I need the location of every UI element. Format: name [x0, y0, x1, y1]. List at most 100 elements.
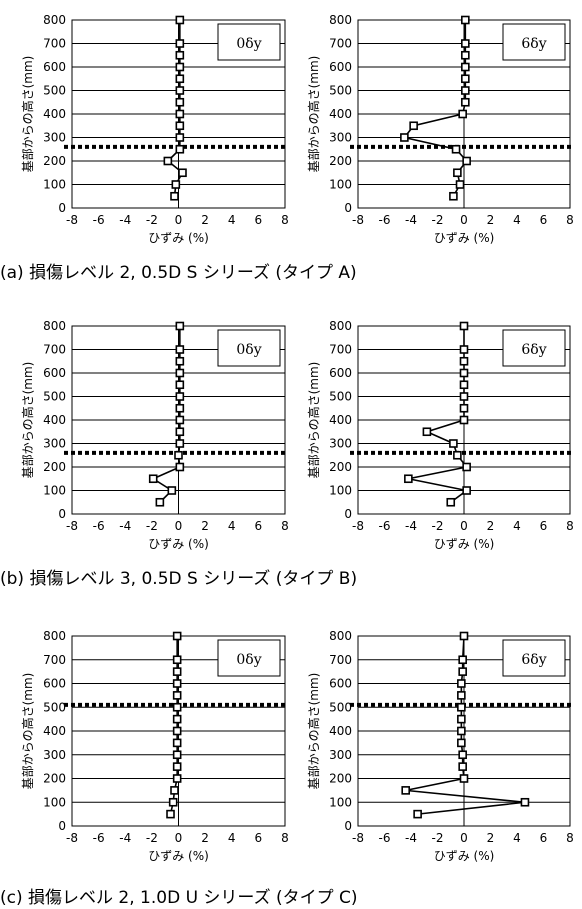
y-tick-label: 600 [43, 60, 66, 74]
x-tick-label: 0 [175, 519, 183, 533]
data-point [462, 462, 471, 472]
y-tick-label: 500 [329, 700, 352, 714]
y-axis-label: 基部からの高さ(mm) [20, 362, 35, 479]
data-point [457, 679, 466, 688]
data-point [163, 156, 173, 166]
x-tick-label: 8 [281, 831, 289, 845]
y-axis-label: 基部からの高さ(mm) [306, 673, 321, 790]
y-tick-label: 400 [329, 107, 352, 121]
y-tick-label: 300 [43, 748, 66, 762]
x-tick-label: 0 [460, 519, 468, 533]
chart-panel-c-right: 0 100 200 300 400 500 600 700 800 -8 -6 -4 -2 0 2 4 6 8 ひず… [306, 629, 574, 863]
y-tick-label: 0 [58, 819, 66, 833]
y-tick-label: 600 [43, 677, 66, 691]
x-axis-label: ひずみ (%) [148, 231, 209, 245]
data-point [461, 97, 470, 107]
legend-label: 0δy [236, 342, 261, 358]
y-tick-label: 600 [329, 366, 352, 380]
x-tick-label: -2 [432, 519, 444, 533]
data-point [175, 368, 185, 378]
y-tick-label: 200 [329, 154, 352, 168]
x-tick-label: -4 [405, 831, 417, 845]
x-tick-label: -2 [146, 213, 158, 227]
chart-panel-a-left: 0 100 200 300 400 500 600 700 800 -8 -6 -4 -2 0 2 4 6 8 ひず… [20, 13, 289, 245]
chart-panel-b-right: 0 100 200 300 400 500 600 700 800 -8 -6 -4 -2 0 2 4 6 8 ひず… [306, 319, 574, 551]
x-tick-label: -6 [93, 831, 105, 845]
x-tick-label: -8 [66, 831, 78, 845]
y-tick-label: 0 [344, 819, 352, 833]
data-point [172, 762, 182, 771]
y-tick-label: 800 [329, 629, 352, 643]
x-tick-label: 6 [540, 519, 548, 533]
data-point [459, 345, 469, 354]
x-axis-label: ひずみ (%) [434, 537, 495, 551]
y-tick-label: 800 [329, 319, 352, 333]
data-point [404, 474, 413, 484]
data-point [175, 15, 185, 25]
y-tick-label: 700 [43, 653, 66, 667]
y-tick-label: 100 [43, 178, 66, 192]
x-tick-label: 8 [566, 519, 574, 533]
x-tick-label: -8 [352, 831, 364, 845]
data-point [446, 497, 456, 507]
y-tick-label: 400 [329, 724, 352, 738]
data-point [172, 691, 182, 700]
data-point [175, 133, 185, 142]
data-point [453, 168, 462, 178]
x-tick-label: -4 [119, 831, 131, 845]
x-tick-label: 8 [566, 831, 574, 845]
y-tick-label: 400 [43, 413, 66, 427]
data-point [459, 368, 469, 378]
y-tick-label: 100 [329, 484, 352, 498]
x-tick-label: -2 [146, 519, 158, 533]
data-point [449, 439, 458, 448]
chart-panel-c-left: 0 100 200 300 400 500 600 700 800 -8 -6 -4 -2 0 2 4 6 8 ひず… [20, 629, 289, 863]
y-tick-label: 100 [43, 484, 66, 498]
data-point [422, 427, 432, 437]
x-tick-label: 8 [566, 213, 574, 227]
data-point [459, 403, 469, 413]
data-point [455, 180, 465, 189]
data-point [175, 321, 185, 331]
x-tick-label: -8 [352, 519, 364, 533]
data-point [458, 109, 467, 119]
x-axis-label: ひずみ (%) [434, 231, 495, 245]
y-tick-label: 600 [329, 60, 352, 74]
x-tick-label: -2 [432, 831, 444, 845]
y-tick-label: 0 [58, 201, 66, 215]
x-tick-label: 2 [201, 831, 209, 845]
y-tick-label: 800 [43, 319, 66, 333]
data-point [172, 738, 182, 748]
data-point [171, 180, 181, 189]
x-tick-label: 0 [175, 831, 183, 845]
data-point [175, 121, 185, 131]
y-tick-label: 300 [43, 437, 66, 451]
data-point [459, 631, 469, 641]
y-tick-label: 200 [43, 154, 66, 168]
data-point [175, 427, 185, 437]
data-point [449, 191, 458, 201]
x-tick-label: 6 [255, 831, 263, 845]
x-tick-label: -4 [405, 519, 417, 533]
y-tick-label: 800 [43, 629, 66, 643]
x-tick-label: 8 [281, 519, 289, 533]
data-point [175, 462, 185, 472]
y-tick-label: 0 [58, 507, 66, 521]
data-point [413, 809, 422, 819]
y-tick-label: 800 [43, 13, 66, 27]
y-tick-label: 0 [344, 201, 352, 215]
data-point [175, 345, 185, 354]
x-tick-label: 2 [487, 831, 495, 845]
data-point [451, 144, 461, 154]
x-tick-label: -6 [93, 519, 105, 533]
x-tick-label: 2 [201, 213, 209, 227]
y-tick-label: 0 [344, 507, 352, 521]
x-tick-label: -4 [119, 519, 131, 533]
y-tick-label: 300 [329, 131, 352, 145]
y-tick-label: 500 [43, 390, 66, 404]
legend-label: 0δy [236, 36, 261, 52]
data-point [520, 797, 530, 807]
data-point [400, 133, 409, 142]
y-tick-label: 300 [329, 748, 352, 762]
